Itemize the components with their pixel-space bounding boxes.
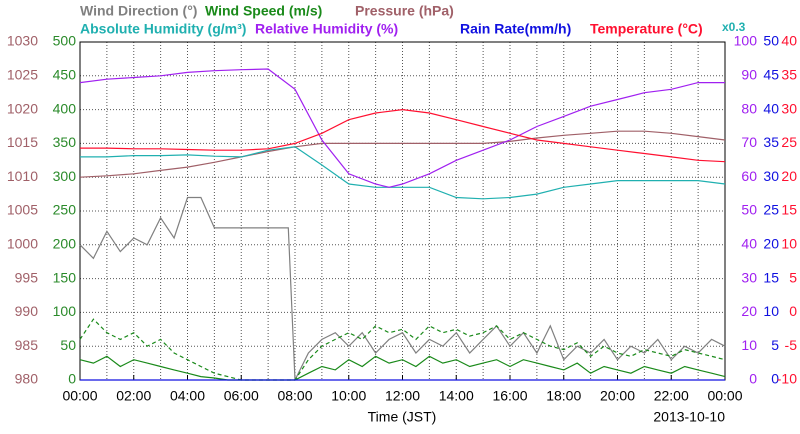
y-tick-label: 25 [763,202,779,218]
y-tick-label: 80 [741,100,757,116]
series-line [79,130,726,178]
y-tick-label: 30 [781,100,797,116]
y-tick-label: 50 [741,202,757,218]
series-line [80,108,726,163]
y-tick-label: 1020 [7,100,38,116]
legend-label: Wind Direction (°) [80,3,197,19]
y-tick-label: 450 [53,67,77,83]
series-line [79,318,726,381]
scale-label: x0.3 [722,20,746,34]
y-tick-label: 0 [68,371,76,387]
y-tick-label: -5 [785,337,798,353]
y-tick-label: 100 [734,33,758,49]
y-tick-label: 20 [781,168,797,184]
y-tick-label: 60 [741,168,757,184]
y-tick-label: 995 [15,269,39,285]
y-tick-label: 1000 [7,236,38,252]
y-tick-label: 50 [763,33,779,49]
y-tick-label: 40 [781,33,797,49]
y-tick-label: 90 [741,67,757,83]
y-tick-label: 0 [771,371,779,387]
x-tick-label: 10:00 [331,388,366,404]
legend-label: Pressure (hPa) [355,3,454,19]
y-tick-label: 350 [53,134,77,150]
y-tick-label: 0 [749,371,757,387]
y-tick-label: 500 [53,33,77,49]
series-line [80,146,726,200]
series-line [79,68,725,188]
x-tick-label: 00:00 [62,388,97,404]
y-tick-label: 1025 [7,67,38,83]
legend-label: Wind Speed (m/s) [205,3,322,19]
y-tick-label: 1030 [7,33,38,49]
y-tick-label: 250 [53,202,77,218]
y-tick-label: 150 [53,269,77,285]
y-tick-label: 1005 [7,202,38,218]
y-tick-label: 10 [781,236,797,252]
y-tick-label: 70 [741,134,757,150]
y-tick-label: 40 [763,100,779,116]
x-tick-label: 00:00 [707,388,742,404]
y-tick-label: 30 [741,269,757,285]
y-tick-label: 45 [763,67,779,83]
y-tick-label: 10 [741,337,757,353]
y-tick-label: 10 [763,303,779,319]
y-tick-label: 1010 [7,168,38,184]
y-tick-label: 40 [741,236,757,252]
x-tick-label: 20:00 [600,388,635,404]
y-tick-label: 985 [15,337,39,353]
y-tick-label: 300 [53,168,77,184]
x-tick-label: 02:00 [116,388,151,404]
y-tick-label: 15 [763,269,779,285]
x-tick-label: 04:00 [170,388,205,404]
y-tick-label: 400 [53,100,77,116]
x-axis-label: Time (JST) [368,409,437,425]
y-tick-label: -10 [777,371,797,387]
y-tick-label: 35 [763,134,779,150]
legend-label: Rain Rate(mm/h) [460,21,571,37]
y-tick-label: 0 [789,303,797,319]
y-tick-label: 100 [53,303,77,319]
legend-label: Temperature (°C) [590,21,703,37]
legend-label: Absolute Humidity (g/m³) [80,21,246,37]
x-tick-label: 06:00 [224,388,259,404]
y-tick-label: 30 [763,168,779,184]
y-tick-label: 1015 [7,134,38,150]
x-tick-label: 22:00 [654,388,689,404]
y-tick-label: 200 [53,236,77,252]
x-tick-label: 14:00 [439,388,474,404]
y-tick-label: 35 [781,67,797,83]
legend-label: Relative Humidity (%) [255,21,398,37]
y-tick-label: 990 [15,303,39,319]
x-tick-label: 16:00 [492,388,527,404]
y-tick-label: 5 [789,269,797,285]
date-label: 2013-10-10 [653,409,725,425]
x-tick-label: 18:00 [546,388,581,404]
y-tick-label: 15 [781,202,797,218]
y-tick-label: 20 [741,303,757,319]
series-line [79,196,726,381]
y-tick-label: 20 [763,236,779,252]
x-tick-label: 08:00 [277,388,312,404]
y-tick-label: 25 [781,134,797,150]
series-line [79,355,726,381]
y-tick-label: 980 [15,371,39,387]
x-tick-label: 12:00 [385,388,420,404]
y-tick-label: 50 [60,337,76,353]
y-tick-label: 5 [771,337,779,353]
